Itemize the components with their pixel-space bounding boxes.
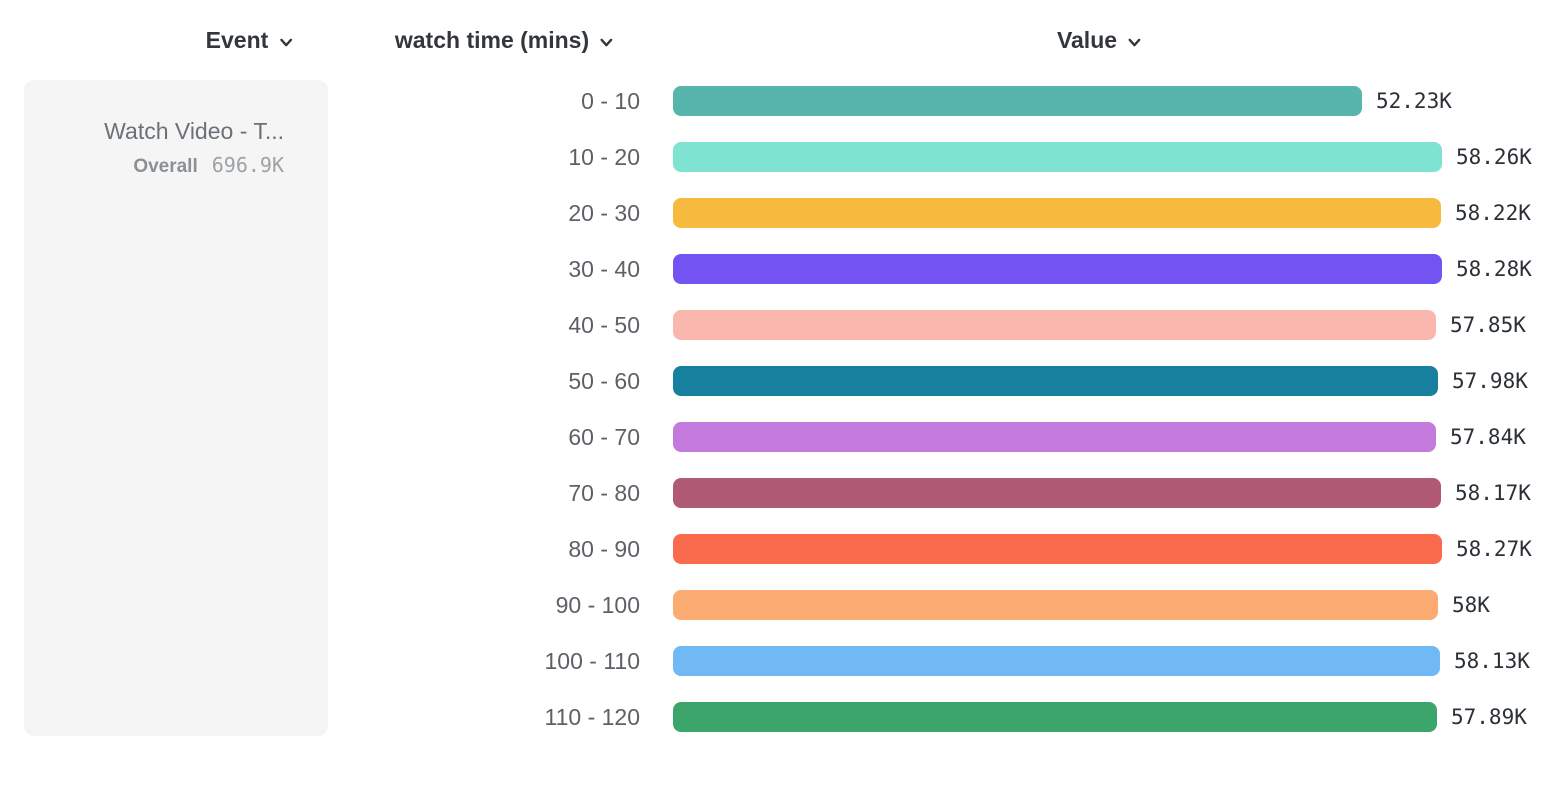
event-column-header[interactable]: Event xyxy=(206,27,295,54)
value-column-header[interactable]: Value xyxy=(1057,27,1143,54)
chevron-down-icon xyxy=(279,38,292,46)
overall-value: 696.9K xyxy=(211,153,284,177)
chevron-down-icon xyxy=(600,38,613,46)
category-label: 100 - 110 xyxy=(544,647,640,674)
value-label: 58.17K xyxy=(1455,481,1531,505)
chart-row: 60 - 70 57.84K xyxy=(0,409,1568,465)
category-label: 60 - 70 xyxy=(568,423,640,450)
event-title: Watch Video - T... xyxy=(104,118,284,144)
chart-row: 50 - 60 57.98K xyxy=(0,353,1568,409)
value-label: 58K xyxy=(1452,593,1490,617)
chart-row: 0 - 10 52.23K xyxy=(0,73,1568,129)
category-label: 30 - 40 xyxy=(568,255,640,282)
value-label: 57.89K xyxy=(1451,705,1527,729)
chart-row: 30 - 40 58.28K xyxy=(0,241,1568,297)
category-label: 20 - 30 xyxy=(568,199,640,226)
breakdown-column-header[interactable]: watch time (mins) xyxy=(395,27,615,54)
category-label: 50 - 60 xyxy=(568,367,640,394)
category-label: 0 - 10 xyxy=(581,87,640,114)
bar[interactable] xyxy=(673,590,1438,620)
chart-row: 100 - 110 58.13K xyxy=(0,633,1568,689)
column-header-label: Value xyxy=(1056,27,1118,53)
column-header-label: Event xyxy=(205,27,269,53)
value-label: 58.28K xyxy=(1456,257,1532,281)
value-label: 58.27K xyxy=(1456,537,1532,561)
value-label: 58.22K xyxy=(1455,201,1531,225)
bar[interactable] xyxy=(673,198,1441,228)
bar[interactable] xyxy=(673,310,1436,340)
bar[interactable] xyxy=(673,646,1440,676)
value-label: 58.26K xyxy=(1456,145,1532,169)
category-label: 80 - 90 xyxy=(568,535,640,562)
bar[interactable] xyxy=(673,534,1442,564)
bar[interactable] xyxy=(673,478,1441,508)
overall-label: Overall xyxy=(133,156,198,177)
bar[interactable] xyxy=(673,702,1437,732)
category-label: 90 - 100 xyxy=(555,591,640,618)
chart-row: 70 - 80 58.17K xyxy=(0,465,1568,521)
bar-chart: 0 - 10 52.23K 10 - 20 58.26K 20 - 30 58.… xyxy=(0,73,1568,745)
category-label: 10 - 20 xyxy=(568,143,640,170)
chart-row: 20 - 30 58.22K xyxy=(0,185,1568,241)
category-label: 110 - 120 xyxy=(544,703,640,730)
chart-row: 40 - 50 57.85K xyxy=(0,297,1568,353)
bar[interactable] xyxy=(673,142,1442,172)
chevron-down-icon xyxy=(1128,38,1141,46)
category-label: 40 - 50 xyxy=(568,311,640,338)
bar[interactable] xyxy=(673,422,1436,452)
bar[interactable] xyxy=(673,366,1438,396)
value-label: 52.23K xyxy=(1376,89,1452,113)
chart-row: 80 - 90 58.27K xyxy=(0,521,1568,577)
value-label: 57.84K xyxy=(1450,425,1526,449)
value-label: 57.85K xyxy=(1450,313,1526,337)
category-label: 70 - 80 xyxy=(568,479,640,506)
bar[interactable] xyxy=(673,254,1442,284)
value-label: 57.98K xyxy=(1452,369,1528,393)
chart-row: 10 - 20 58.26K xyxy=(0,129,1568,185)
value-label: 58.13K xyxy=(1454,649,1530,673)
column-header-label: watch time (mins) xyxy=(394,27,590,53)
chart-row: 110 - 120 57.89K xyxy=(0,689,1568,745)
event-card[interactable]: Watch Video - T... Overall 696.9K xyxy=(24,80,328,736)
bar[interactable] xyxy=(673,86,1362,116)
chart-row: 90 - 100 58K xyxy=(0,577,1568,633)
event-overall-row: Overall 696.9K xyxy=(24,153,284,178)
